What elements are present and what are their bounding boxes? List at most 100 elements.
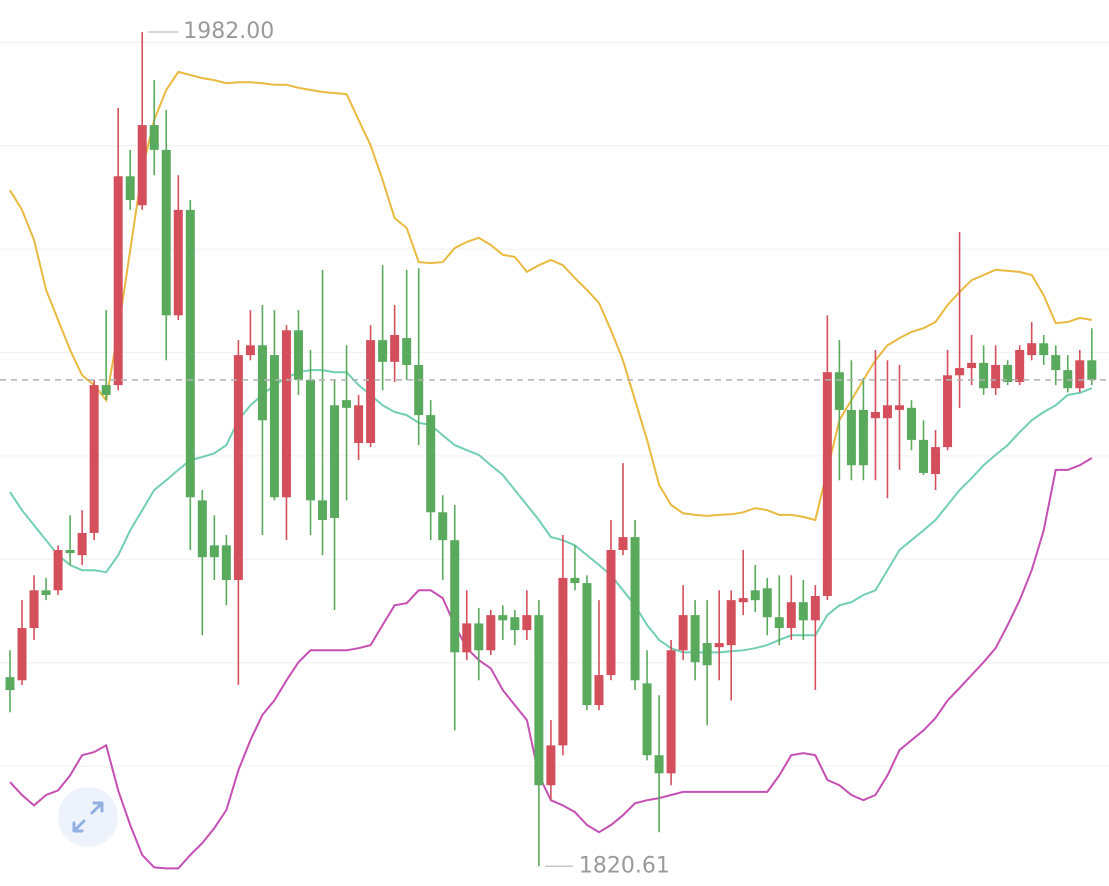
candle-body (907, 407, 916, 440)
candle-body (594, 675, 604, 706)
candle-body (882, 405, 892, 419)
candle-body (798, 602, 808, 621)
candle-body (330, 405, 340, 518)
candle-body (173, 209, 183, 316)
candle-body (65, 550, 75, 554)
candle-body (762, 588, 772, 618)
candle-body (378, 340, 388, 362)
candle-body (870, 411, 880, 419)
band-line (9, 70, 1092, 522)
candle-body (390, 334, 400, 362)
candle-body (486, 615, 496, 651)
candle-body (281, 330, 291, 498)
high-label: 1982.00 (183, 19, 274, 44)
band-line (9, 457, 1093, 870)
candle-body (546, 745, 556, 786)
candle-body (185, 209, 195, 498)
candle-body (955, 368, 965, 376)
candle-body (462, 623, 472, 653)
band-line (9, 369, 1093, 654)
candle-body (943, 375, 953, 448)
candle-body (774, 617, 784, 629)
candle-body (858, 409, 868, 466)
candle-body (402, 338, 412, 365)
candle-body (101, 385, 111, 395)
candle-body (113, 176, 123, 386)
candle-body (834, 372, 844, 410)
candle-body (498, 615, 508, 621)
candle-body (846, 409, 856, 466)
candle-body (894, 405, 904, 410)
candle-body (522, 615, 532, 631)
candle-body (750, 590, 760, 601)
labels: 1982.00 1820.61 (148, 19, 670, 878)
candle-body (510, 617, 520, 631)
candle-body (318, 500, 328, 521)
candle-body (17, 628, 27, 681)
candle-body (269, 355, 279, 498)
candle-body (822, 372, 832, 597)
candle-body (642, 683, 652, 756)
candle-body (125, 176, 135, 201)
candle-body (654, 755, 664, 774)
candle-body (534, 615, 544, 786)
candle-body (630, 537, 640, 681)
candle-body (5, 677, 15, 691)
candle-body (197, 500, 207, 558)
candle-body (474, 623, 484, 651)
candle-body (1075, 360, 1085, 389)
candle-body (1063, 370, 1073, 389)
expand-button[interactable] (58, 787, 118, 847)
candle-body (726, 600, 736, 646)
candle-body (570, 577, 580, 584)
low-label: 1820.61 (579, 853, 670, 878)
candle-body (257, 345, 267, 421)
candle-body (979, 362, 989, 389)
candle-body (714, 643, 724, 648)
candle-body (293, 330, 303, 380)
candle-body (931, 447, 941, 475)
candle-body (245, 345, 255, 356)
candle-body (618, 537, 628, 551)
candle-body (702, 643, 712, 666)
candle-body (690, 615, 700, 663)
candle-body (53, 550, 63, 591)
candle-body (438, 512, 448, 541)
candle-body (1003, 364, 1013, 383)
candle-body (149, 125, 159, 150)
candle-body (582, 583, 592, 706)
candle-body (991, 364, 1001, 389)
candle-body (342, 400, 352, 408)
candle-body (786, 602, 796, 629)
candle-body (558, 577, 568, 746)
candle-body (666, 650, 676, 774)
candle-body (738, 598, 748, 603)
candle-body (41, 590, 51, 595)
candle-body (221, 545, 231, 580)
candle-body (1039, 343, 1049, 356)
candle-body (233, 355, 243, 580)
candle-body (414, 364, 424, 416)
candle-body (1051, 355, 1061, 371)
grid (0, 41, 1109, 767)
candle-body (606, 550, 616, 676)
candle-body (77, 532, 87, 556)
candle-body (450, 540, 460, 653)
candle-body (967, 362, 977, 369)
candle-body (1087, 360, 1097, 380)
candle-body (1015, 349, 1025, 383)
candle-body (919, 439, 929, 473)
candle-body (209, 545, 219, 558)
candle-body (89, 385, 99, 533)
candle-body (29, 590, 39, 629)
candle-body (678, 615, 688, 651)
candles (0, 32, 1109, 867)
candle-body (137, 125, 147, 206)
candle-body (306, 379, 315, 501)
candle-body (810, 596, 820, 621)
candle-body (1027, 343, 1037, 356)
candle-body (366, 340, 376, 443)
candle-body (426, 415, 436, 513)
candle-body (354, 405, 364, 443)
